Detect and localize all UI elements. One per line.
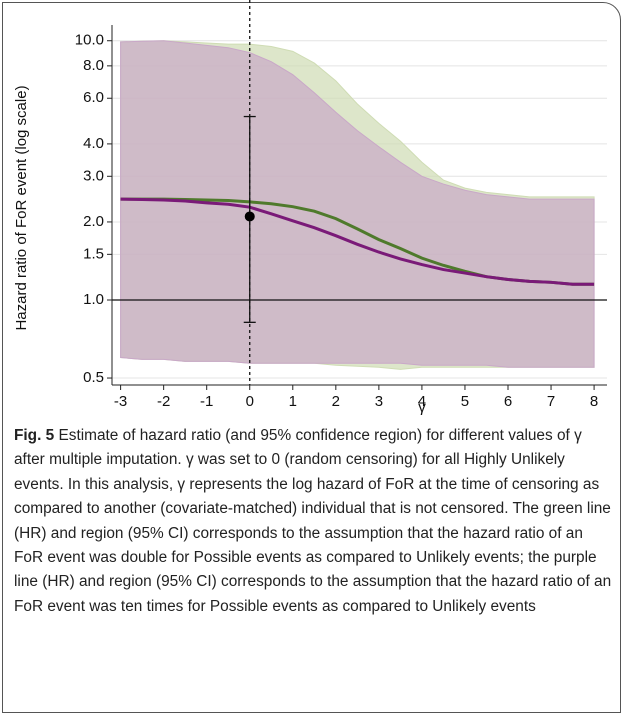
x-tick-label: 6 — [504, 393, 512, 410]
confidence-band — [120, 40, 595, 368]
caption-text: Estimate of hazard ratio (and 95% confid… — [14, 427, 612, 615]
y-tick-label: 2.0 — [83, 213, 104, 230]
x-tick-label: 3 — [375, 393, 383, 410]
point-estimate — [244, 211, 255, 222]
x-tick-label: -1 — [200, 393, 213, 410]
y-tick-label: 10.0 — [75, 32, 104, 49]
caption: Fig. 5 Estimate of hazard ratio (and 95%… — [14, 424, 612, 619]
y-tick-label: 1.5 — [83, 245, 104, 262]
x-tick-label: 1 — [289, 393, 297, 410]
caption-label: Fig. 5 — [14, 427, 55, 444]
y-tick-label: 0.5 — [83, 369, 104, 386]
x-tick-label: 8 — [590, 393, 598, 410]
x-tick-label: 5 — [461, 393, 469, 410]
x-tick-label: -3 — [114, 393, 127, 410]
x-tick-label: 2 — [332, 393, 340, 410]
y-tick-label: 8.0 — [83, 57, 104, 74]
y-tick-label: 6.0 — [83, 89, 104, 106]
y-tick-label: 3.0 — [83, 167, 104, 184]
y-tick-label: 1.0 — [83, 291, 104, 308]
y-axis-label: Hazard ratio of FoR event (log scale) — [13, 85, 30, 330]
x-tick-label: 7 — [547, 393, 555, 410]
x-tick-label: 4 — [418, 393, 426, 410]
x-tick-label: -2 — [157, 393, 170, 410]
x-tick-label: 0 — [246, 393, 254, 410]
y-tick-label: 4.0 — [83, 135, 104, 152]
x-axis-label: γ — [418, 399, 426, 416]
chart: γ Hazard ratio of FoR event (log scale) … — [13, 0, 607, 416]
hr-line — [120, 197, 595, 286]
